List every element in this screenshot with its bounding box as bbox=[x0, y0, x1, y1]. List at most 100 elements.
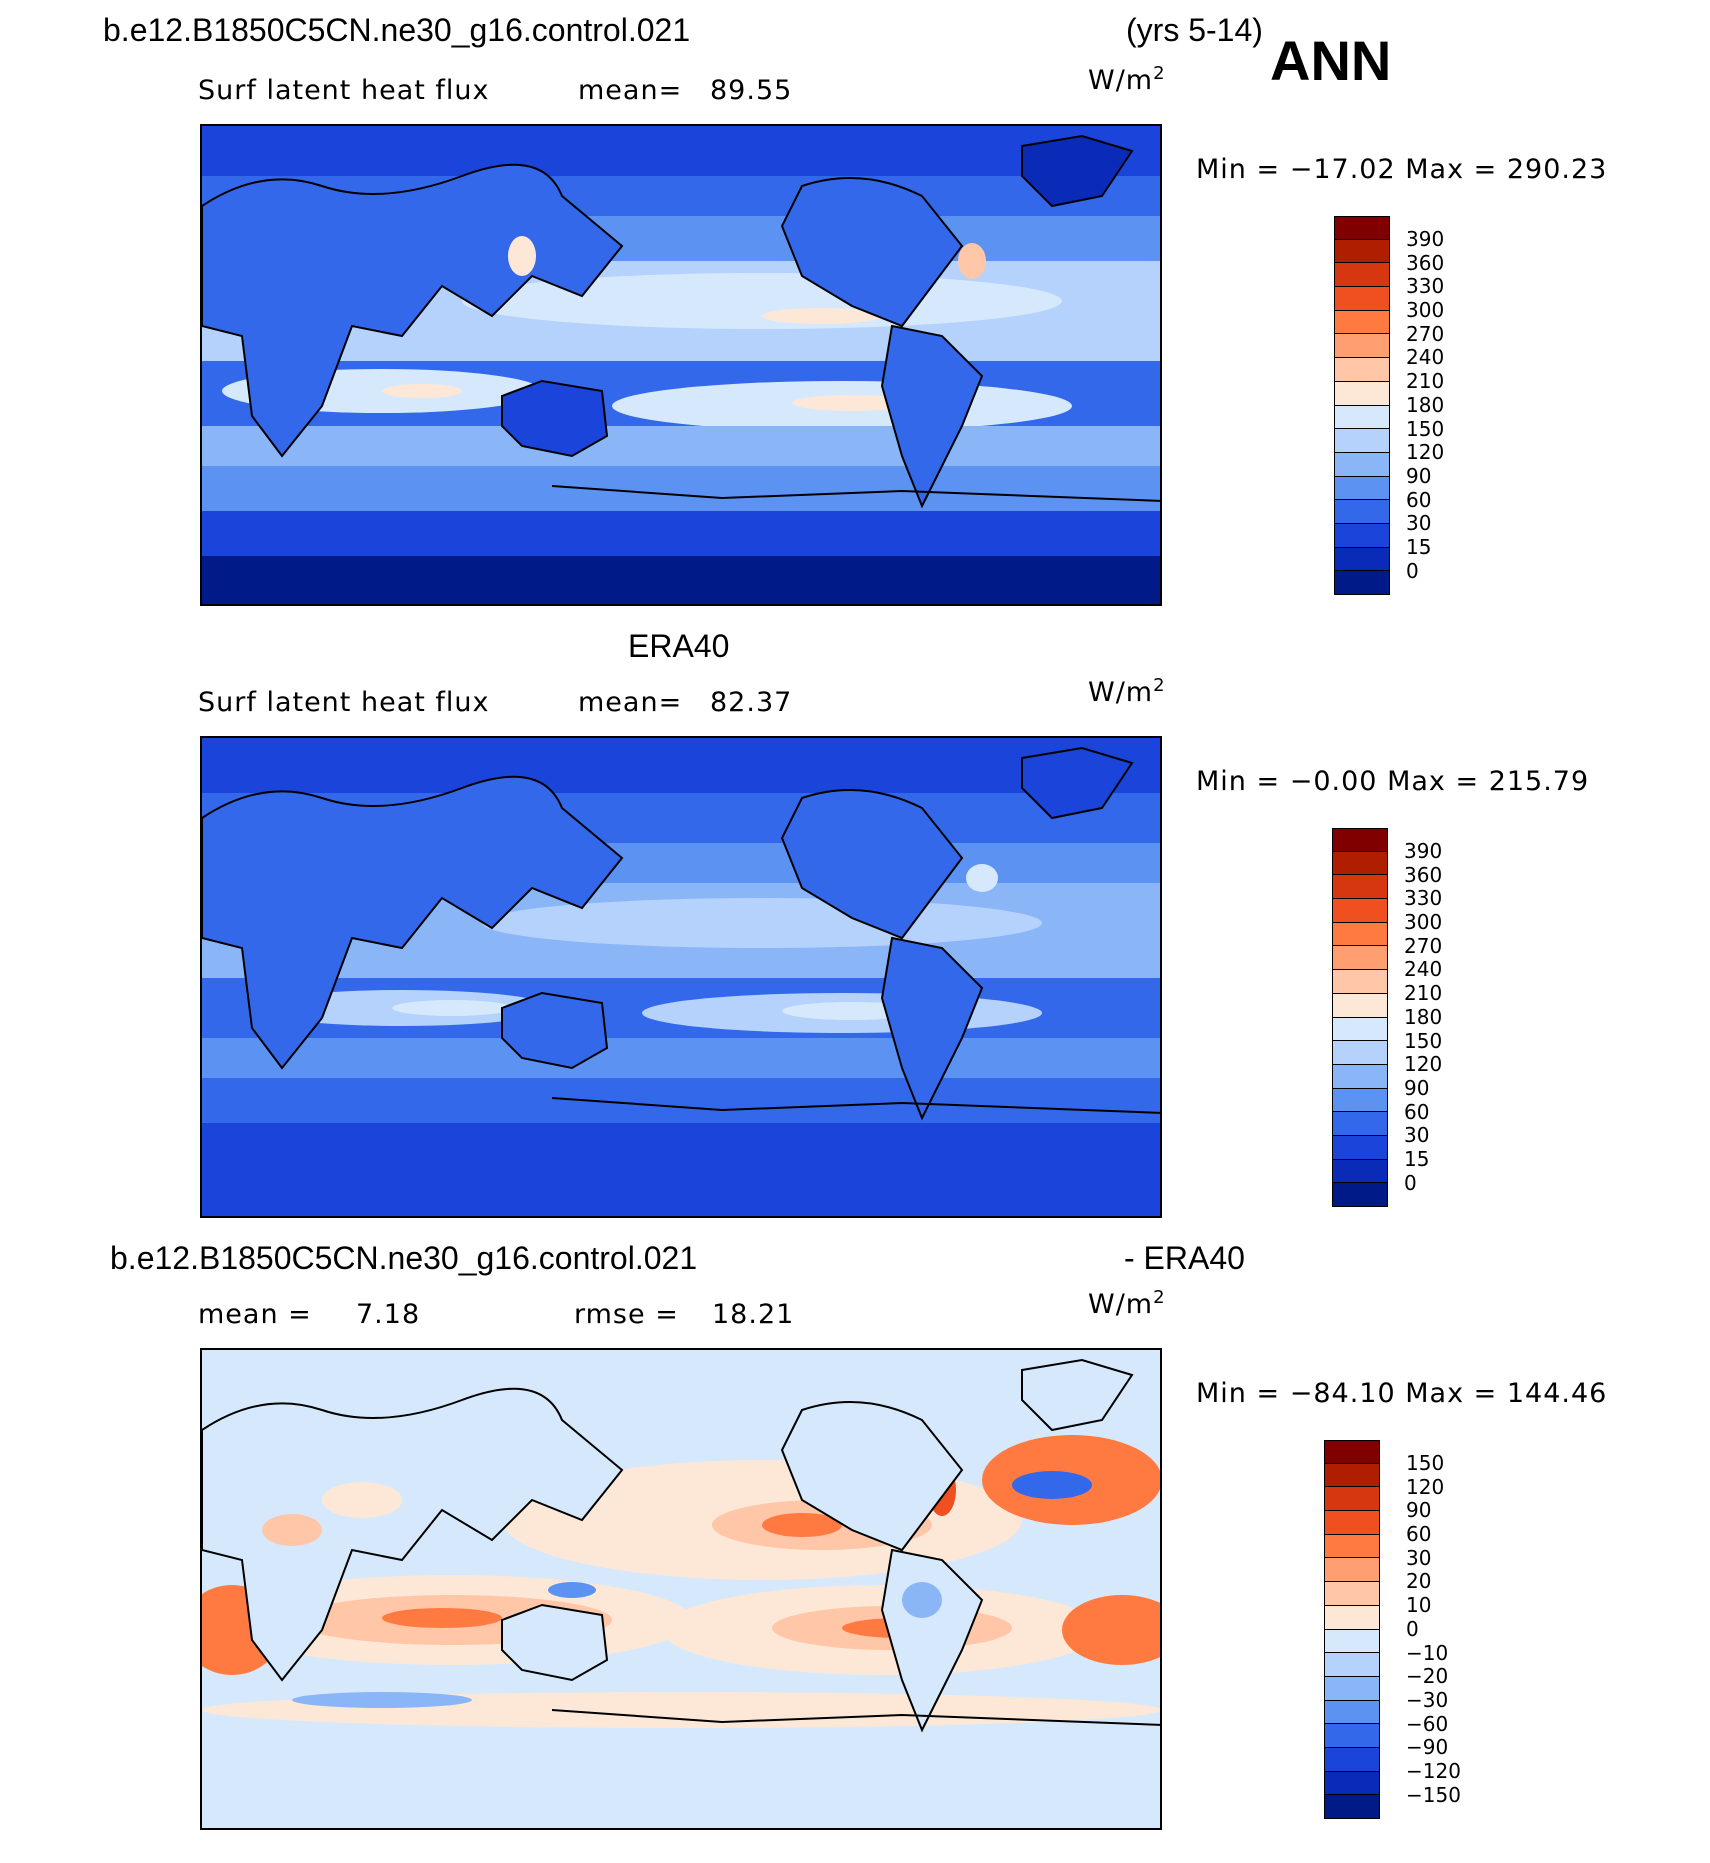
units-diff: W/m2 bbox=[1088, 1287, 1166, 1320]
colorbar-swatch bbox=[1334, 358, 1390, 382]
colorbar-swatch bbox=[1324, 1440, 1380, 1464]
years-label: (yrs 5-14) bbox=[1126, 12, 1263, 48]
colorbar-tick-label: −150 bbox=[1406, 1782, 1461, 1807]
colorbar-swatch bbox=[1334, 216, 1390, 240]
mean-value-model: 89.55 bbox=[710, 75, 793, 106]
colorbar-tick-label: −30 bbox=[1406, 1687, 1449, 1712]
colorbar-swatch bbox=[1334, 500, 1390, 524]
colorbar-swatch bbox=[1324, 1605, 1380, 1630]
colorbar-tick-label: 270 bbox=[1406, 321, 1445, 346]
colorbar-swatch bbox=[1332, 875, 1388, 900]
colorbar-swatch bbox=[1324, 1487, 1380, 1512]
colorbar-tick-label: 150 bbox=[1406, 1451, 1445, 1475]
colorbar-tick-label: 0 bbox=[1406, 558, 1419, 583]
colorbar-tick-label: 120 bbox=[1406, 1474, 1445, 1499]
colorbar-swatch bbox=[1334, 452, 1390, 477]
colorbar-tick-label: 210 bbox=[1406, 369, 1445, 394]
colorbar-tick-label: 30 bbox=[1404, 1123, 1430, 1148]
colorbar-tick-label: 15 bbox=[1406, 534, 1432, 559]
colorbar-tick-label: 60 bbox=[1406, 1522, 1432, 1547]
colorbar-swatch bbox=[1334, 381, 1390, 406]
colorbar-swatch bbox=[1334, 263, 1390, 288]
case-title: b.e12.B1850C5CN.ne30_g16.control.021 bbox=[103, 12, 691, 48]
colorbar-swatch bbox=[1324, 1653, 1380, 1677]
colorbar-swatch bbox=[1334, 287, 1390, 311]
colorbar-tick-label: 360 bbox=[1406, 250, 1445, 275]
map-model bbox=[200, 124, 1162, 606]
colorbar-swatch bbox=[1324, 1771, 1380, 1796]
colorbar-swatch bbox=[1332, 851, 1388, 876]
colorbar-tick-label: 300 bbox=[1404, 910, 1443, 935]
season-label: ANN bbox=[1270, 29, 1392, 92]
map-diff-svg bbox=[202, 1350, 1160, 1828]
colorbar-swatch bbox=[1332, 946, 1388, 971]
colorbar-tick-label: −10 bbox=[1406, 1640, 1449, 1665]
colorbar-swatch bbox=[1332, 993, 1388, 1018]
colorbar-tick-label: 0 bbox=[1406, 1616, 1419, 1641]
colorbar-tick-label: −90 bbox=[1406, 1735, 1449, 1760]
colorbar-tick-label: 60 bbox=[1406, 487, 1432, 512]
colorbar-tick-label: 180 bbox=[1404, 1004, 1443, 1029]
colorbar-swatch bbox=[1324, 1676, 1380, 1701]
colorbar-swatch bbox=[1332, 1112, 1388, 1136]
colorbar-swatch bbox=[1332, 1159, 1388, 1184]
colorbar-tick-label: 390 bbox=[1406, 227, 1445, 251]
colorbar-swatch bbox=[1324, 1700, 1380, 1725]
colorbar-swatch bbox=[1324, 1629, 1380, 1654]
colorbar-swatch bbox=[1324, 1724, 1380, 1748]
map-obs-svg bbox=[202, 738, 1160, 1216]
colorbar-tick-label: 20 bbox=[1406, 1569, 1432, 1594]
colorbar-tick-label: 30 bbox=[1406, 1545, 1432, 1570]
map-model-svg bbox=[202, 126, 1160, 604]
colorbar-swatch bbox=[1332, 828, 1388, 852]
colorbar-swatch bbox=[1334, 429, 1390, 453]
colorbar-tick-label: −20 bbox=[1406, 1664, 1449, 1689]
colorbar-swatch bbox=[1332, 899, 1388, 923]
mean-label-obs: mean= bbox=[578, 687, 683, 718]
colorbar-swatch bbox=[1332, 1183, 1388, 1207]
colorbar-tick-label: 90 bbox=[1404, 1075, 1430, 1100]
colorbar-tick-label: 210 bbox=[1404, 981, 1443, 1006]
colorbar-tick-label: 90 bbox=[1406, 463, 1432, 488]
colorbar-tick-label: 30 bbox=[1406, 511, 1432, 536]
colorbar-tick-label: 330 bbox=[1406, 274, 1445, 299]
map-diff bbox=[200, 1348, 1162, 1830]
colorbar-swatch bbox=[1334, 571, 1390, 595]
colorbar-swatch bbox=[1324, 1747, 1380, 1772]
colorbar-swatch bbox=[1324, 1558, 1380, 1583]
map-obs bbox=[200, 736, 1162, 1218]
colorbar-tick-label: 270 bbox=[1404, 933, 1443, 958]
panel-title-diff-right: - ERA40 bbox=[1124, 1240, 1245, 1276]
colorbar-swatch bbox=[1334, 310, 1390, 335]
colorbar-tick-label: 300 bbox=[1406, 298, 1445, 323]
mean-value-diff: 7.18 bbox=[356, 1299, 421, 1330]
minmax-model: Min = −17.02 Max = 290.23 bbox=[1196, 154, 1608, 185]
colorbar-swatch bbox=[1324, 1511, 1380, 1535]
field-label-obs: Surf latent heat flux bbox=[198, 687, 490, 718]
colorbar-swatch bbox=[1334, 239, 1390, 264]
colorbar-tick-label: 90 bbox=[1406, 1498, 1432, 1523]
colorbar-tick-label: 150 bbox=[1404, 1028, 1443, 1053]
colorbar-tick-label: 360 bbox=[1404, 862, 1443, 887]
colorbar-labels-diff: 150 120 90 60 30 20 10 0 −10 −20 −30 −60 −90 −120 −150 bbox=[1406, 1451, 1461, 1807]
colorbar-tick-label: 60 bbox=[1404, 1099, 1430, 1124]
colorbar-swatch bbox=[1324, 1582, 1380, 1606]
colorbar-swatch bbox=[1332, 1064, 1388, 1089]
colorbar-tick-label: −120 bbox=[1406, 1758, 1461, 1783]
colorbar-swatch bbox=[1334, 476, 1390, 501]
rmse-value-diff: 18.21 bbox=[712, 1299, 795, 1330]
colorbar-tick-label: −60 bbox=[1406, 1711, 1449, 1736]
colorbar-swatch bbox=[1324, 1534, 1380, 1559]
colorbar-swatch bbox=[1332, 1017, 1388, 1042]
colorbar-model bbox=[1334, 216, 1390, 595]
colorbar-labels-model: 390 360 330 300 270 240 210 180 150 120 90 60 30 15 0 bbox=[1406, 227, 1445, 583]
colorbar-tick-label: 120 bbox=[1404, 1052, 1443, 1077]
panel-title-obs: ERA40 bbox=[628, 628, 730, 664]
colorbar-tick-label: 15 bbox=[1404, 1146, 1430, 1171]
panel-title-diff-left: b.e12.B1850C5CN.ne30_g16.control.021 bbox=[110, 1240, 698, 1276]
mean-label-diff: mean = bbox=[198, 1299, 312, 1330]
colorbar-tick-label: 10 bbox=[1406, 1593, 1432, 1618]
minmax-obs: Min = −0.00 Max = 215.79 bbox=[1196, 766, 1590, 797]
colorbar-swatch bbox=[1332, 970, 1388, 994]
units-model: W/m2 bbox=[1088, 63, 1166, 96]
